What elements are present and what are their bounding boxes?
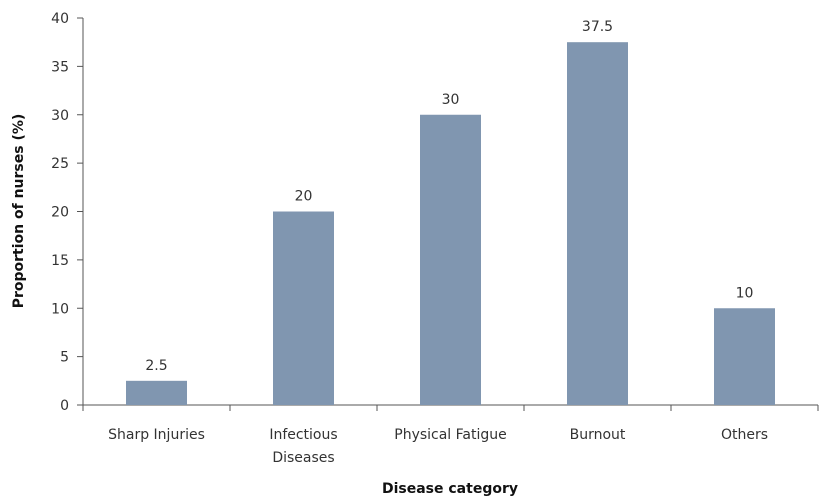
category-label: Burnout [570, 427, 626, 443]
data-label: 2.5 [145, 358, 167, 374]
category-label: Sharp Injuries [108, 427, 205, 443]
y-tick-label: 10 [51, 301, 69, 317]
y-axis-title: Proportion of nurses (%) [11, 114, 27, 309]
data-label: 10 [736, 285, 754, 301]
y-tick-label: 0 [60, 398, 69, 414]
bar [126, 380, 187, 405]
y-tick-label: 15 [51, 253, 69, 269]
bar [714, 308, 775, 405]
data-label: 30 [442, 92, 460, 108]
y-axis: 0 5 10 15 20 25 30 35 40 [51, 11, 84, 414]
category-label: Infectious Diseases [269, 427, 337, 466]
data-label: 37.5 [582, 19, 613, 35]
category-label: Others [721, 427, 768, 443]
x-ticks [82, 405, 819, 411]
x-axis [82, 404, 819, 411]
bar [273, 211, 334, 405]
x-axis-title: Disease category [382, 481, 518, 497]
y-ticks: 0 5 10 15 20 25 30 35 40 [51, 11, 83, 414]
bars [126, 42, 775, 405]
data-label: 20 [295, 189, 313, 205]
category-labels: Sharp Injuries Infectious Diseases Physical… [108, 427, 768, 466]
bar [567, 42, 628, 405]
y-tick-label: 20 [51, 205, 69, 221]
y-tick-label: 35 [51, 59, 69, 75]
category-label: Physical Fatigue [394, 427, 507, 443]
y-tick-label: 30 [51, 108, 69, 124]
data-labels: 2.5 20 30 37.5 10 [145, 19, 753, 374]
bar [420, 114, 481, 405]
y-tick-label: 5 [60, 350, 69, 366]
y-tick-label: 25 [51, 156, 69, 172]
y-tick-label: 40 [51, 11, 69, 27]
